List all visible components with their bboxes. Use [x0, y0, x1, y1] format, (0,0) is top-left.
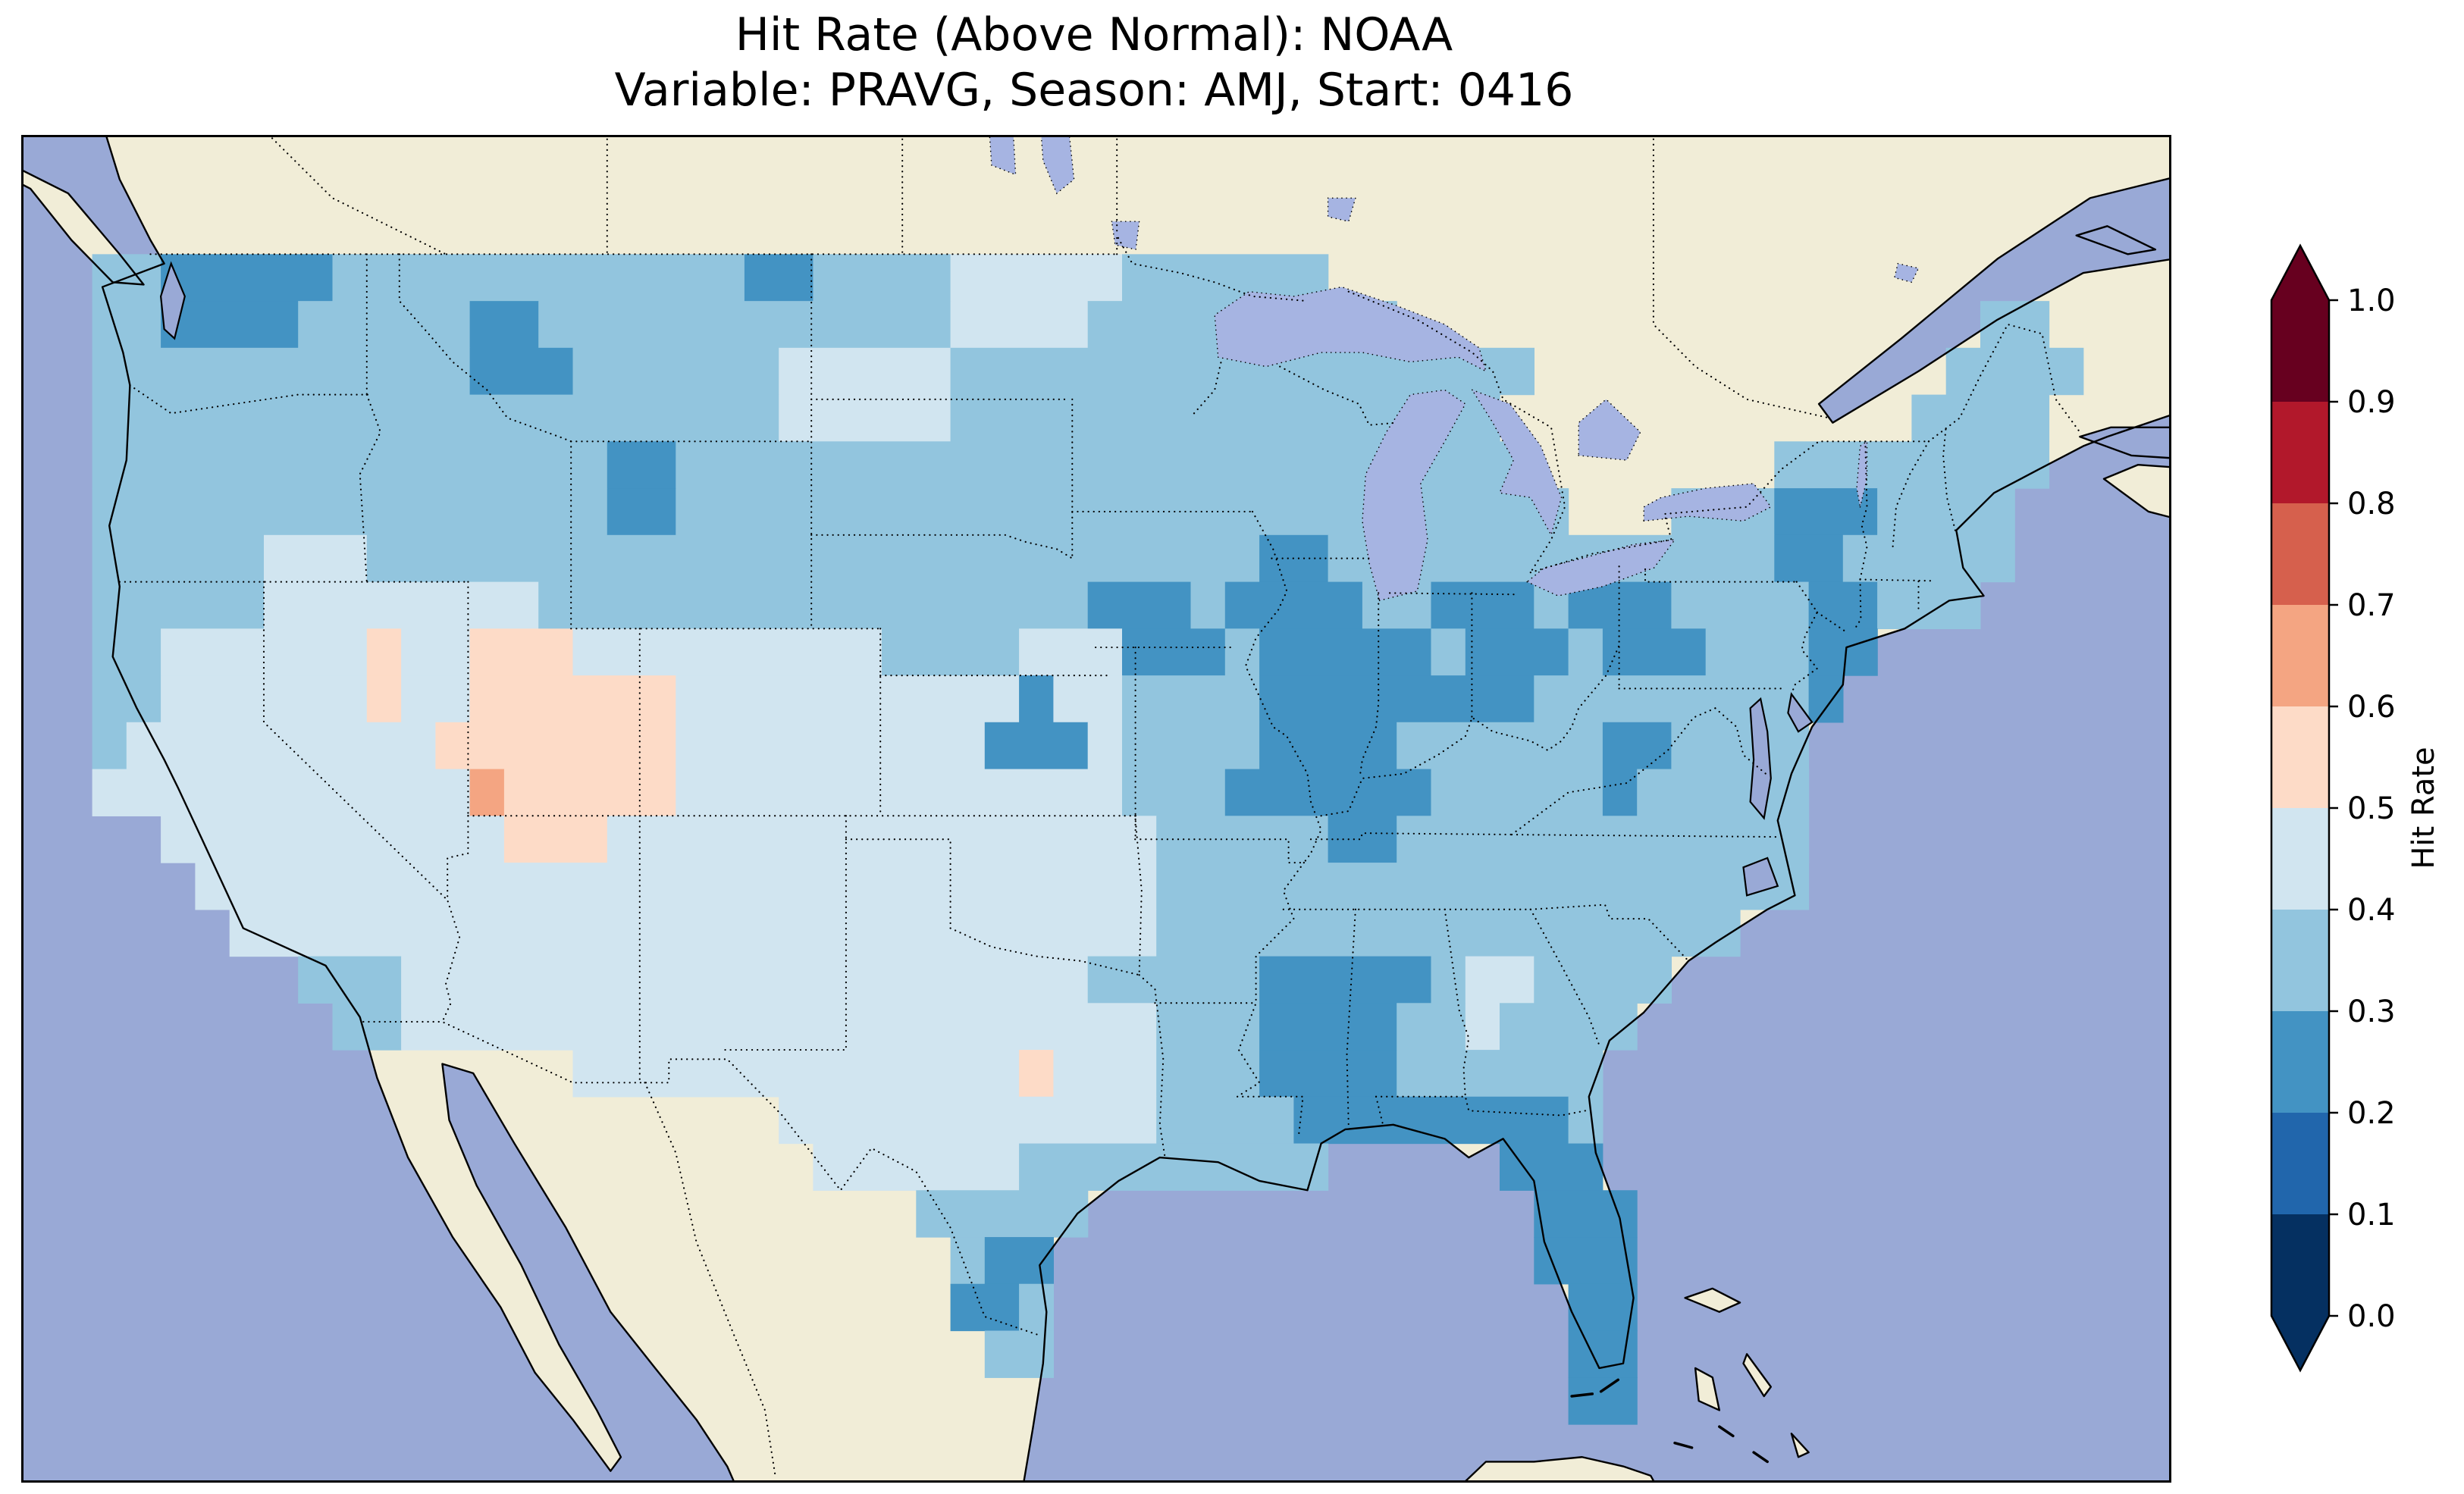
figure-title: Hit Rate (Above Normal): NOAA Variable: …: [21, 8, 2167, 118]
state-and-country-borders: [118, 137, 2081, 1477]
figure-title-line1: Hit Rate (Above Normal): NOAA: [735, 8, 1453, 61]
colorbar-ticks: 1.0 0.9 0.8 0.7 0.6 0.5 0.4 0.3 0.2 0.1 0.0: [2329, 283, 2396, 1334]
colorbar: 1.0 0.9 0.8 0.7 0.6 0.5 0.4 0.3 0.2 0.1 0.0 Hit Rat…: [2270, 243, 2441, 1373]
colorbar-tick-label: 0.6: [2347, 690, 2396, 725]
coastal-bays-water: [159, 261, 1814, 897]
colorbar-over-arrow: [2271, 246, 2329, 300]
coastlines: [24, 137, 2169, 1480]
colorbar-tick-label: 0.8: [2347, 487, 2396, 521]
colorbar-tick-label: 0.1: [2347, 1198, 2396, 1232]
colorbar-tick-label: 0.5: [2347, 791, 2396, 826]
figure-title-line2: Variable: PRAVG, Season: AMJ, Start: 041…: [614, 64, 1574, 117]
gulf-of-st-lawrence-water: [1819, 178, 2169, 459]
colorbar-tick-label: 0.7: [2347, 588, 2396, 623]
colorbar-tick-label: 1.0: [2347, 283, 2396, 318]
colorbar-tick-label: 0.3: [2347, 994, 2396, 1029]
great-lakes: [989, 137, 1920, 602]
colorbar-segments: [2271, 300, 2329, 1316]
colorbar-label: Hit Rate: [2406, 747, 2441, 869]
colorbar-under-arrow: [2271, 1316, 2329, 1370]
colorbar-tick-label: 0.2: [2347, 1096, 2396, 1131]
hit-rate-grid-cells: [92, 254, 2084, 1425]
us-hit-rate-map: [24, 137, 2169, 1480]
colorbar-tick-label: 0.4: [2347, 893, 2396, 928]
map-frame: [21, 135, 2171, 1483]
colorbar-tick-label: 0.9: [2347, 385, 2396, 420]
colorbar-tick-label: 0.0: [2347, 1299, 2396, 1334]
small-islands: [1570, 1378, 1769, 1464]
